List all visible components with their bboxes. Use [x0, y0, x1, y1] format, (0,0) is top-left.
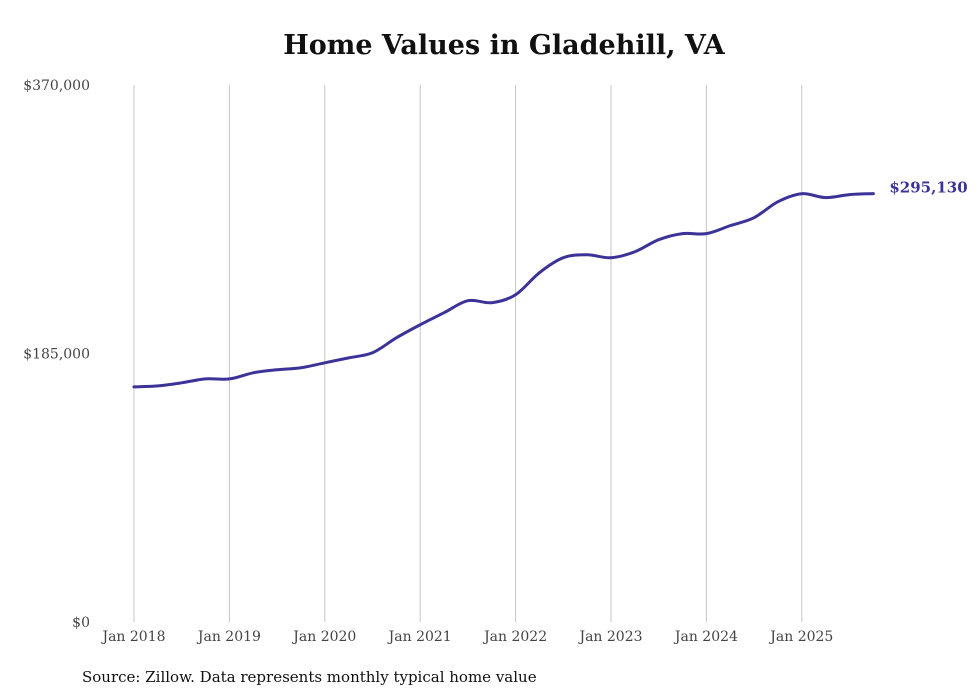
y-tick-label: $370,000	[23, 78, 90, 94]
x-tick-label: Jan 2019	[196, 629, 261, 645]
x-tick-label: Jan 2025	[768, 629, 833, 645]
x-tick-label: Jan 2022	[482, 629, 547, 645]
x-tick-label: Jan 2021	[387, 629, 452, 645]
y-tick-label: $0	[72, 615, 90, 631]
y-tick-label: $185,000	[23, 347, 90, 363]
x-tick-label: Jan 2023	[577, 629, 642, 645]
x-tick-label: Jan 2018	[100, 629, 165, 645]
source-note: Source: Zillow. Data represents monthly …	[82, 668, 537, 686]
end-value-label: $295,130	[889, 179, 967, 197]
x-tick-label: Jan 2020	[291, 629, 356, 645]
x-tick-label: Jan 2024	[673, 629, 738, 645]
home-value-line	[132, 192, 875, 389]
chart-title: Home Values in Gladehill, VA	[283, 30, 725, 61]
